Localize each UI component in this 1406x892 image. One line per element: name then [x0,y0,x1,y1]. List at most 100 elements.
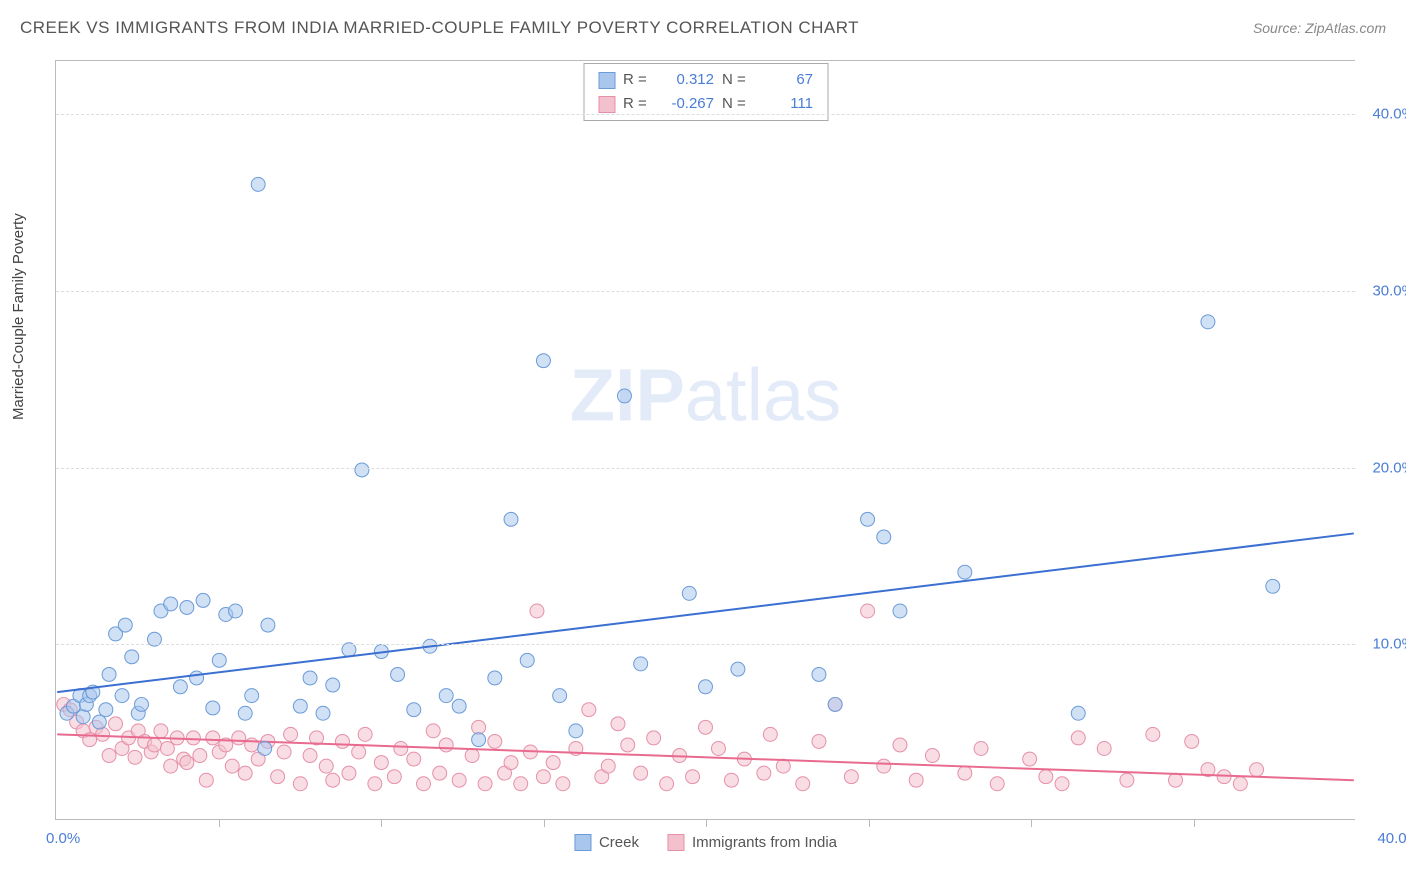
data-point [1071,731,1085,745]
data-point [154,724,168,738]
data-point [245,689,259,703]
data-point [556,777,570,791]
data-point [958,766,972,780]
data-point [76,710,90,724]
y-tick-label: 10.0% [1372,636,1406,653]
data-point [135,697,149,711]
x-tick [381,819,382,827]
data-point [109,717,123,731]
data-point [621,738,635,752]
data-point [199,773,213,787]
data-point [293,699,307,713]
data-point [711,742,725,756]
y-tick-label: 20.0% [1372,459,1406,476]
data-point [478,777,492,791]
data-point [261,618,275,632]
data-point [699,680,713,694]
data-point [472,733,486,747]
data-point [391,667,405,681]
data-point [452,773,466,787]
trend-line [57,533,1354,692]
data-point [342,766,356,780]
data-point [699,720,713,734]
data-point [206,701,220,715]
grid-line [56,114,1355,115]
data-point [245,738,259,752]
data-point [504,756,518,770]
grid-line [56,468,1355,469]
data-point [212,653,226,667]
data-point [303,671,317,685]
scatter-svg [56,61,1355,819]
data-point [102,667,116,681]
data-point [488,671,502,685]
legend-item-series1: Creek [574,834,639,851]
x-tick [706,819,707,827]
data-point [164,759,178,773]
data-point [796,777,810,791]
grid-line [56,291,1355,292]
r-value-series2: -0.267 [659,92,714,116]
data-point [731,662,745,676]
data-point [258,742,272,756]
data-point [828,697,842,711]
data-point [1023,752,1037,766]
data-point [893,604,907,618]
r-value-series1: 0.312 [659,68,714,92]
data-point [251,177,265,191]
swatch-series2 [598,96,615,113]
n-value-series1: 67 [758,68,813,92]
data-point [1201,315,1215,329]
data-point [861,604,875,618]
data-point [1097,742,1111,756]
x-tick [219,819,220,827]
data-point [776,759,790,773]
data-point [439,738,453,752]
data-point [647,731,661,745]
data-point [232,731,246,745]
data-point [724,773,738,787]
data-point [909,773,923,787]
data-point [96,727,110,741]
x-tick [1194,819,1195,827]
stats-legend-box: R = 0.312 N = 67 R = -0.267 N = 111 [583,63,828,121]
data-point [326,678,340,692]
data-point [763,727,777,741]
data-point [426,724,440,738]
x-tick [869,819,870,827]
data-point [601,759,615,773]
legend-item-series2: Immigrants from India [667,834,837,851]
data-point [102,749,116,763]
data-point [407,703,421,717]
data-point [1071,706,1085,720]
chart-title: CREEK VS IMMIGRANTS FROM INDIA MARRIED-C… [20,18,859,38]
data-point [812,667,826,681]
legend-bottom: Creek Immigrants from India [574,834,837,851]
data-point [893,738,907,752]
data-point [553,689,567,703]
data-point [180,600,194,614]
data-point [128,750,142,764]
data-point [1146,727,1160,741]
data-point [387,770,401,784]
x-axis-start-label: 0.0% [46,830,80,847]
data-point [488,734,502,748]
data-point [990,777,1004,791]
data-point [465,749,479,763]
data-point [190,671,204,685]
data-point [617,389,631,403]
data-point [569,724,583,738]
data-point [277,745,291,759]
grid-line [56,644,1355,645]
data-point [812,734,826,748]
stats-row-series1: R = 0.312 N = 67 [598,68,813,92]
r-label: R = [623,92,651,116]
data-point [504,512,518,526]
data-point [634,657,648,671]
data-point [877,759,891,773]
data-point [180,756,194,770]
r-label: R = [623,68,651,92]
data-point [1250,763,1264,777]
data-point [125,650,139,664]
data-point [326,773,340,787]
